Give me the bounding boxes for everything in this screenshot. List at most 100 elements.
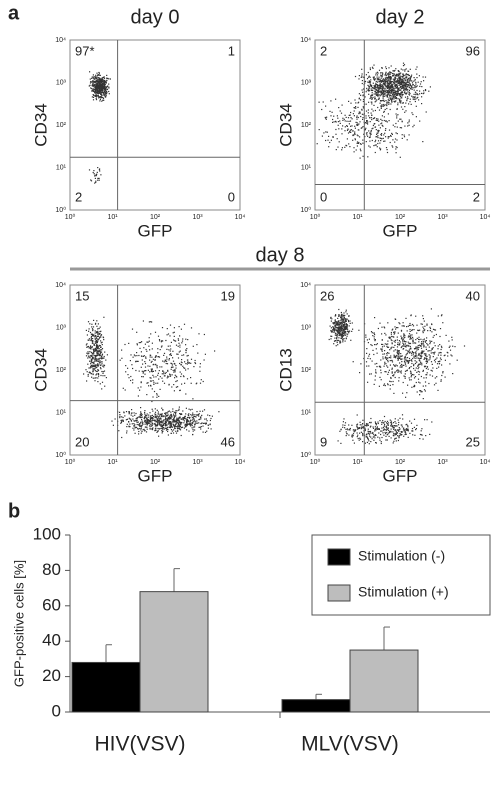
event-dot (344, 314, 346, 316)
event-dot (383, 428, 385, 430)
event-dot (152, 427, 154, 429)
event-dot (96, 325, 98, 327)
event-dot (86, 334, 88, 336)
y-tick-label: 100 (33, 524, 61, 543)
event-dot (396, 336, 398, 338)
event-dot (357, 427, 359, 430)
event-dot (94, 80, 96, 82)
event-dot (367, 428, 369, 430)
event-dot (380, 442, 382, 445)
event-dot (100, 93, 102, 95)
quadrant-percent: 0 (320, 189, 327, 204)
event-dot (407, 350, 409, 352)
event-dot (421, 86, 423, 88)
event-dot (337, 330, 339, 332)
event-dot (97, 363, 99, 365)
event-dot (366, 122, 368, 124)
event-dot (191, 425, 193, 427)
event-dot (401, 355, 403, 357)
event-dot (384, 108, 386, 111)
event-dot (144, 410, 146, 412)
event-dot (374, 340, 376, 342)
event-dot (92, 80, 94, 82)
event-dot (168, 349, 170, 351)
event-dot (431, 375, 434, 377)
event-dot (384, 80, 386, 82)
event-dot (171, 374, 173, 376)
event-dot (161, 413, 163, 415)
event-dot (332, 327, 335, 329)
event-dot (402, 65, 405, 67)
event-dot (200, 423, 202, 425)
event-dot (425, 374, 427, 376)
event-dot (373, 79, 376, 81)
event-dot (180, 361, 182, 363)
event-dot (383, 415, 386, 418)
event-dot (370, 117, 373, 119)
event-dot (165, 422, 167, 424)
event-dot (418, 381, 420, 383)
event-dot (387, 79, 389, 81)
event-dot (400, 364, 402, 367)
event-dot (175, 426, 177, 428)
event-dot (95, 350, 97, 352)
event-dot (335, 128, 337, 131)
bar (281, 699, 351, 713)
event-dot (384, 90, 386, 92)
event-dot (190, 425, 192, 427)
event-dot (96, 92, 99, 94)
event-dot (347, 319, 349, 321)
event-dot (102, 371, 104, 373)
event-dot (428, 350, 430, 352)
event-dot (431, 340, 433, 342)
event-dot (151, 417, 153, 419)
event-dot (416, 347, 418, 349)
event-dot (394, 86, 397, 88)
event-dot (390, 95, 392, 97)
event-dot (418, 353, 420, 355)
event-dot (173, 415, 175, 417)
event-dot (380, 123, 382, 125)
event-dot (350, 102, 352, 104)
event-dot (93, 364, 95, 366)
event-dot (390, 422, 392, 424)
event-dot (167, 333, 170, 335)
event-dot (390, 355, 392, 357)
event-dot (335, 98, 337, 100)
event-dot (139, 347, 141, 349)
event-dot (381, 349, 383, 351)
event-dot (149, 359, 151, 361)
event-dot (384, 77, 386, 79)
event-dot (425, 358, 428, 360)
event-dot (160, 420, 162, 423)
event-dot (96, 347, 98, 349)
x-axis-label: GFP (138, 221, 173, 240)
event-dot (192, 412, 194, 414)
event-dot (417, 370, 419, 372)
event-dot (395, 440, 397, 442)
event-dot (393, 82, 395, 84)
event-dot (396, 432, 399, 434)
event-dot (95, 93, 97, 95)
event-dot (374, 437, 376, 439)
event-dot (169, 414, 172, 416)
event-dot (421, 362, 423, 364)
event-dot (400, 372, 402, 374)
event-dot (142, 363, 144, 365)
event-dot (340, 337, 343, 340)
event-dot (422, 398, 424, 400)
event-dot (369, 83, 371, 85)
event-dot (151, 370, 153, 372)
event-dot (181, 340, 184, 342)
event-dot (348, 332, 350, 334)
event-dot (436, 367, 438, 369)
event-dot (195, 383, 197, 385)
event-dot (396, 429, 398, 431)
event-dot (383, 345, 385, 347)
event-dot (399, 432, 401, 435)
event-dot (383, 434, 385, 436)
event-dot (387, 92, 389, 94)
event-dot (105, 94, 107, 96)
event-dot (96, 82, 98, 84)
event-dot (408, 335, 410, 338)
